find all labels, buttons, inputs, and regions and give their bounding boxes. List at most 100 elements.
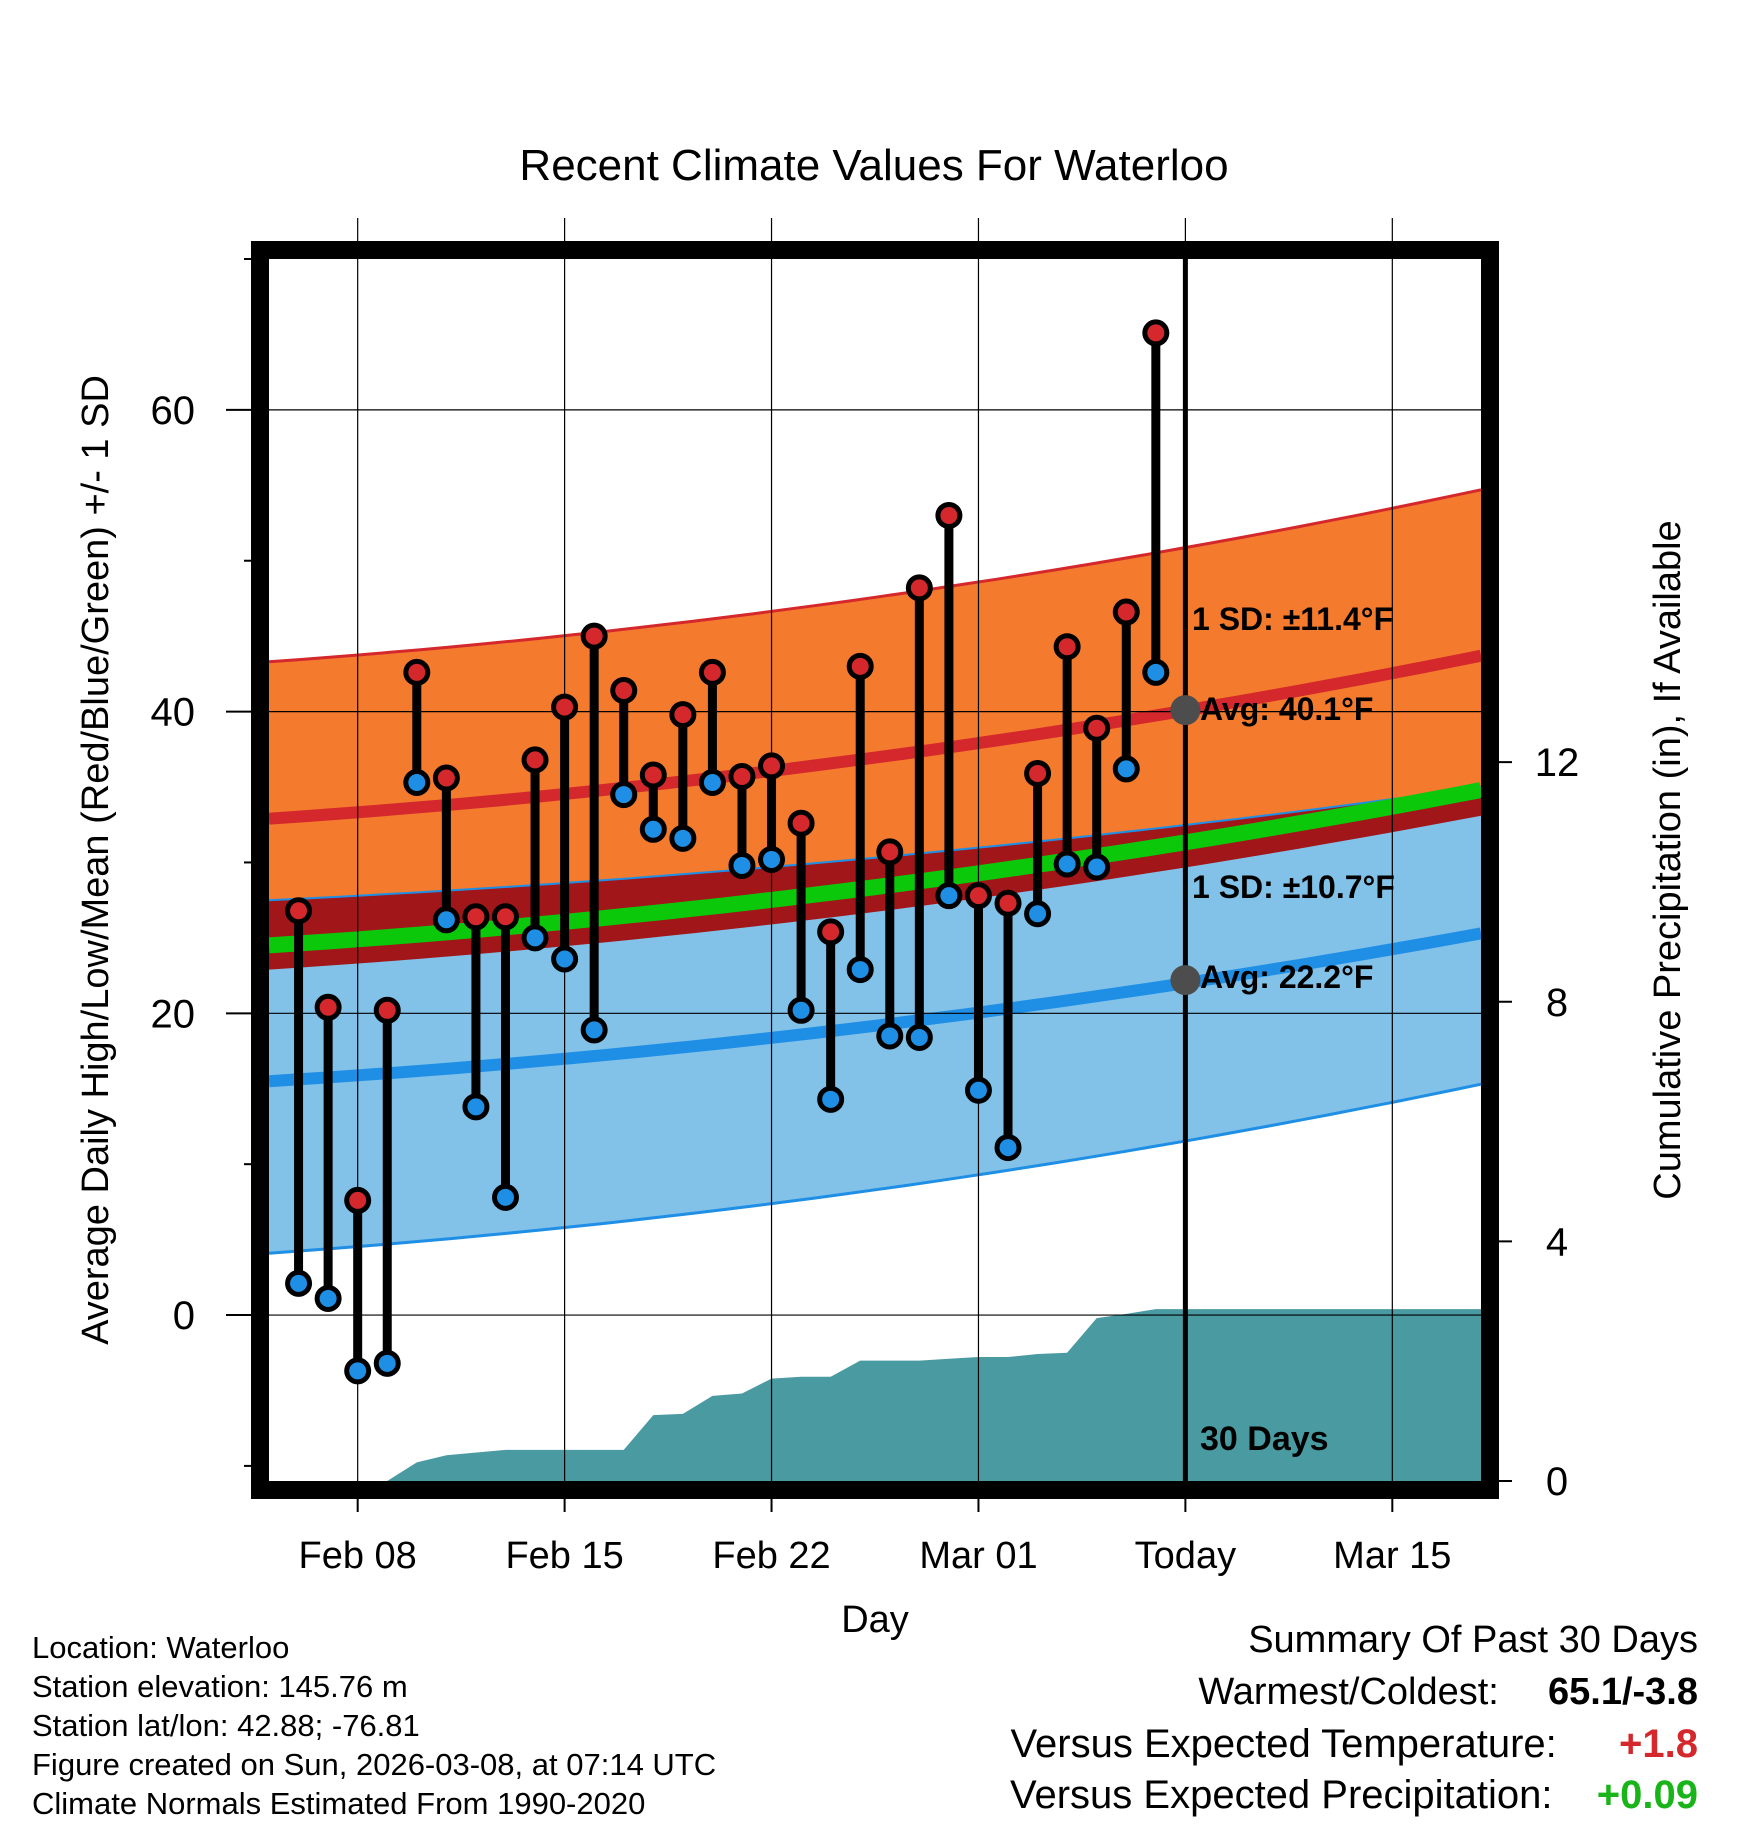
low-point bbox=[758, 845, 786, 873]
high-point bbox=[639, 761, 667, 789]
high-avg-line bbox=[268, 649, 1483, 825]
x-tick-label: Feb 15 bbox=[505, 1535, 623, 1577]
low-point bbox=[1083, 853, 1111, 881]
low-point bbox=[373, 1349, 401, 1377]
high-point bbox=[817, 918, 845, 946]
yr-tick-label: 0 bbox=[1546, 1460, 1568, 1504]
high-point bbox=[462, 903, 490, 931]
high-point bbox=[698, 658, 726, 686]
x-axis: Feb 08 Feb 15 Feb 22 Mar 01 Today Mar 15 bbox=[299, 1490, 1451, 1577]
high-point bbox=[285, 897, 313, 925]
high-avg-label: Avg: 40.1°F bbox=[1200, 691, 1373, 727]
y-tick-label: 60 bbox=[151, 389, 196, 433]
info-normals: Climate Normals Estimated From 1990-2020 bbox=[32, 1786, 646, 1821]
low-point bbox=[314, 1284, 342, 1312]
high-point bbox=[314, 993, 342, 1021]
low-point bbox=[846, 956, 874, 984]
low-avg-label: Avg: 22.2°F bbox=[1200, 959, 1373, 995]
low-point bbox=[669, 824, 697, 852]
info-location: Location: Waterloo bbox=[32, 1630, 290, 1665]
low-point bbox=[1142, 658, 1170, 686]
yr-tick-label: 12 bbox=[1535, 741, 1580, 785]
high-point bbox=[551, 693, 579, 721]
high-point bbox=[758, 752, 786, 780]
x-tick-label: Feb 22 bbox=[712, 1535, 830, 1577]
chart-title: Recent Climate Values For Waterloo bbox=[519, 141, 1228, 190]
high-point bbox=[1024, 759, 1052, 787]
summary-precip-row: Versus Expected Precipitation: +0.09 bbox=[1010, 1773, 1698, 1818]
high-point bbox=[491, 903, 519, 931]
low-point bbox=[905, 1023, 933, 1051]
high-upper-line bbox=[268, 488, 1482, 664]
high-sd-band bbox=[269, 489, 1481, 913]
high-point bbox=[846, 652, 874, 680]
yr-tick-label: 8 bbox=[1546, 981, 1568, 1025]
high-point bbox=[876, 838, 904, 866]
x-axis-label: Day bbox=[841, 1599, 909, 1641]
low-lower-line bbox=[268, 1082, 1482, 1255]
low-point bbox=[403, 768, 431, 796]
left-y-axis-label: Average Daily High/Low/Mean (Red/Blue/Gr… bbox=[75, 375, 117, 1345]
normal-annotations: 1 SD: ±11.4°F Avg: 40.1°F 1 SD: ±10.7°F … bbox=[1170, 601, 1395, 1458]
mean-avg-line bbox=[268, 782, 1483, 954]
info-created: Figure created on Sun, 2026-03-08, at 07… bbox=[32, 1747, 717, 1782]
high-point bbox=[787, 809, 815, 837]
high-point bbox=[521, 746, 549, 774]
low-point bbox=[698, 768, 726, 796]
low-point bbox=[610, 781, 638, 809]
low-point bbox=[285, 1269, 313, 1297]
plot-frame bbox=[251, 241, 1499, 1499]
low-sd-label: 1 SD: ±10.7°F bbox=[1192, 869, 1395, 905]
y-tick-label: 0 bbox=[173, 1294, 195, 1338]
right-y-axis: 0 4 8 12 bbox=[1490, 741, 1579, 1504]
low-point bbox=[1053, 850, 1081, 878]
low-point bbox=[787, 996, 815, 1024]
low-upper-line bbox=[268, 786, 1482, 902]
yr-tick-label: 4 bbox=[1546, 1220, 1568, 1264]
low-point bbox=[432, 906, 460, 934]
high-avg-dot bbox=[1170, 695, 1201, 726]
x-tick-label: Feb 08 bbox=[299, 1535, 417, 1577]
high-point bbox=[935, 501, 963, 529]
summary-heading: Summary Of Past 30 Days bbox=[1248, 1619, 1698, 1661]
temp-value: +1.8 bbox=[1619, 1722, 1698, 1766]
high-point bbox=[403, 658, 431, 686]
low-point bbox=[964, 1076, 992, 1104]
low-point bbox=[580, 1016, 608, 1044]
low-point bbox=[1024, 900, 1052, 928]
low-point bbox=[935, 882, 963, 910]
left-y-axis: 0 20 40 60 bbox=[151, 258, 260, 1467]
high-point bbox=[610, 676, 638, 704]
low-point bbox=[728, 851, 756, 879]
today-days-label: 30 Days bbox=[1200, 1420, 1329, 1458]
temp-label: Versus Expected Temperature: bbox=[1010, 1722, 1557, 1766]
high-point bbox=[964, 882, 992, 910]
low-avg-dot bbox=[1170, 965, 1201, 996]
high-sd-label: 1 SD: ±11.4°F bbox=[1192, 601, 1393, 637]
high-point bbox=[994, 889, 1022, 917]
info-elevation: Station elevation: 145.76 m bbox=[32, 1669, 408, 1704]
y-tick-label: 20 bbox=[151, 992, 196, 1036]
high-point bbox=[1112, 598, 1140, 626]
low-avg-line bbox=[268, 927, 1483, 1088]
daily-ranges bbox=[285, 319, 1170, 1385]
high-point bbox=[373, 996, 401, 1024]
summary-warmest-row: Warmest/Coldest: 65.1/-3.8 bbox=[1198, 1671, 1698, 1714]
info-latlon: Station lat/lon: 42.88; -76.81 bbox=[32, 1708, 420, 1743]
low-point bbox=[876, 1022, 904, 1050]
high-point bbox=[1142, 319, 1170, 347]
high-point bbox=[905, 574, 933, 602]
high-point bbox=[344, 1186, 372, 1214]
low-point bbox=[462, 1093, 490, 1121]
x-tick-label: Mar 15 bbox=[1333, 1535, 1451, 1577]
y-tick-label: 40 bbox=[151, 691, 196, 735]
high-point bbox=[1083, 714, 1111, 742]
low-point bbox=[491, 1183, 519, 1211]
high-point bbox=[580, 622, 608, 650]
high-point bbox=[1053, 633, 1081, 661]
x-tick-label: Today bbox=[1135, 1535, 1236, 1577]
warmest-label: Warmest/Coldest: bbox=[1198, 1671, 1499, 1713]
high-point bbox=[432, 764, 460, 792]
low-point bbox=[994, 1134, 1022, 1162]
